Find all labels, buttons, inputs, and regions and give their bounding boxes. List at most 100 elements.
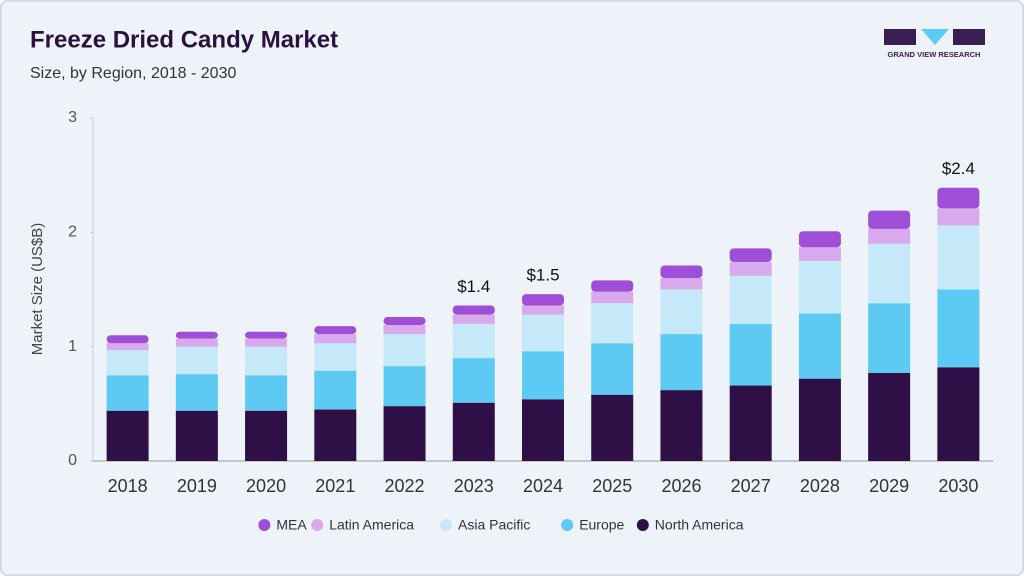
bar-segment — [660, 278, 703, 290]
legend-label: Latin America — [329, 517, 414, 533]
logo: GRAND VIEW RESEARCH — [884, 29, 985, 59]
total-label: $2.4 — [942, 159, 975, 178]
logo-block — [953, 29, 985, 45]
legend-label: North America — [655, 517, 744, 533]
bar-segment — [245, 375, 288, 411]
bar-segment — [452, 358, 495, 403]
bar-segment — [383, 324, 426, 335]
bar-segment — [937, 225, 980, 290]
bar-segment — [175, 410, 218, 461]
bar-segment — [522, 399, 564, 461]
bar-segment — [314, 370, 357, 410]
y-tick-label: 0 — [68, 452, 77, 469]
chart-title: Freeze Dried Candy Market — [30, 26, 338, 53]
bar-segment — [314, 326, 357, 335]
y-tick-label: 2 — [68, 224, 77, 241]
bar-segment — [175, 338, 218, 347]
bar-segment — [591, 303, 634, 344]
logo-block — [921, 29, 949, 45]
bar-segment — [868, 372, 911, 461]
bar-segment — [729, 262, 772, 276]
x-tick-label: 2024 — [523, 476, 563, 496]
bar-segment — [660, 265, 703, 279]
bar-segment — [660, 390, 703, 461]
bar-segment — [106, 375, 149, 411]
logo-block — [884, 29, 916, 45]
legend-swatch — [636, 519, 649, 531]
x-tick-label: 2022 — [385, 476, 425, 496]
x-tick-label: 2025 — [592, 476, 632, 496]
bar-segment — [868, 210, 911, 229]
x-tick-label: 2027 — [731, 476, 771, 496]
y-tick-label: 3 — [68, 109, 77, 126]
logo-text: GRAND VIEW RESEARCH — [888, 50, 981, 59]
bar-segment — [106, 335, 149, 344]
legend-swatch — [561, 519, 574, 531]
bar-segment — [106, 350, 149, 376]
bar-segment — [245, 331, 288, 339]
chart-subtitle: Size, by Region, 2018 - 2030 — [30, 65, 236, 82]
bar-segment — [798, 260, 841, 314]
bar-segment — [729, 248, 772, 263]
x-tick-label: 2020 — [246, 476, 286, 496]
x-tick-label: 2021 — [315, 476, 355, 496]
x-tick-label: 2029 — [869, 476, 909, 496]
bar-segment — [245, 346, 288, 376]
bar-segment — [383, 406, 426, 461]
x-tick-label: 2019 — [177, 476, 217, 496]
bar-segment — [868, 243, 911, 304]
bar-segment — [452, 314, 495, 324]
bar-segment — [591, 343, 634, 395]
bar-segment — [798, 231, 841, 248]
bar-segment — [522, 294, 564, 306]
legend-swatch — [311, 519, 324, 531]
bar-segment — [314, 409, 357, 461]
bar-segment — [591, 280, 634, 292]
bar-segment — [660, 289, 703, 335]
bar-segment — [937, 187, 980, 209]
total-label: $1.5 — [526, 266, 559, 285]
x-tick-label: 2026 — [661, 476, 701, 496]
bar-segment — [175, 331, 218, 339]
y-tick-label: 1 — [68, 338, 77, 355]
bar-segment — [245, 338, 288, 347]
bar-segment — [383, 366, 426, 407]
bar-segment — [245, 410, 288, 461]
legend-label: Europe — [579, 517, 624, 533]
bar-segment — [937, 208, 980, 226]
bar-segment — [729, 275, 772, 324]
x-tick-label: 2023 — [454, 476, 494, 496]
bar-segment — [383, 334, 426, 367]
bar-segment — [591, 291, 634, 304]
x-tick-label: 2018 — [108, 476, 148, 496]
bar-segment — [175, 346, 218, 375]
bar-segment — [937, 367, 980, 461]
bar-segment — [314, 343, 357, 371]
bar-segment — [314, 334, 357, 344]
bar-segment — [660, 334, 703, 391]
x-tick-label: 2028 — [800, 476, 840, 496]
bar-segment — [452, 305, 495, 315]
bar-segment — [522, 351, 564, 400]
bar-segment — [868, 303, 911, 373]
bar-segment — [452, 323, 495, 359]
bar-segment — [937, 289, 980, 368]
bar-segment — [175, 374, 218, 411]
bar-segment — [798, 313, 841, 379]
legend-label: Asia Pacific — [458, 517, 530, 533]
bar-segment — [798, 247, 841, 261]
y-axis-label: Market Size (US$B) — [29, 223, 46, 356]
bar-segment — [383, 316, 426, 325]
legend-swatch — [440, 519, 452, 531]
bar-segment — [591, 394, 634, 461]
total-label: $1.4 — [457, 277, 490, 296]
bar-segment — [106, 410, 149, 461]
bar-segment — [452, 402, 495, 461]
x-tick-label: 2030 — [938, 476, 978, 496]
bar-segment — [106, 343, 149, 351]
bar-segment — [798, 378, 841, 461]
legend-swatch — [258, 519, 271, 531]
bar-segment — [729, 323, 772, 386]
bar-segment — [522, 305, 564, 315]
